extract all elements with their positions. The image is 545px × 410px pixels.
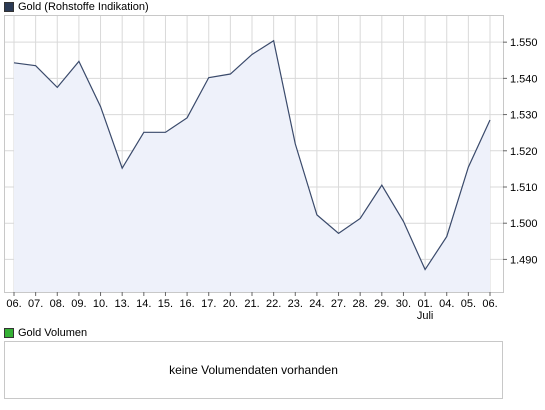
chart-frame	[4, 15, 504, 293]
x-tick-label: 13.	[115, 298, 130, 310]
x-tick-label: 06.	[482, 298, 497, 310]
x-tick-label: 21.	[244, 298, 259, 310]
chart-ticks: 1.490 1.500 1.510 1.520 1.530 1.540 1.550 06. 07…	[6, 37, 537, 322]
x-tick-label: 14.	[136, 298, 151, 310]
x-tick-label: 15.	[158, 298, 173, 310]
price-legend: Gold (Rohstoffe Indikation)	[4, 0, 149, 14]
x-tick-label: 22.	[266, 298, 281, 310]
x-tick-label: 24.	[309, 298, 324, 310]
price-legend-swatch	[4, 2, 14, 12]
x-tick-label: 08.	[50, 298, 65, 310]
x-tick-label: 23.	[288, 298, 303, 310]
price-legend-label: Gold (Rohstoffe Indikation)	[18, 1, 149, 13]
price-area-fill	[14, 40, 490, 292]
y-tick-label: 1.540	[510, 73, 538, 85]
x-tick-label: 01.	[417, 298, 432, 310]
volume-empty-message: keine Volumendaten vorhanden	[169, 363, 338, 377]
volume-panel: keine Volumendaten vorhanden	[4, 341, 503, 399]
y-tick-label: 1.490	[510, 254, 538, 266]
y-tick-label: 1.530	[510, 110, 538, 122]
plot-frame	[4, 15, 504, 293]
y-tick-label: 1.510	[510, 182, 538, 194]
volume-legend-swatch	[4, 328, 14, 338]
y-tick-label: 1.520	[510, 146, 538, 158]
x-tick-label: 06.	[6, 298, 21, 310]
volume-legend: Gold Volumen	[4, 326, 87, 340]
x-tick-label: 27.	[331, 298, 346, 310]
x-tick-label: 30.	[396, 298, 411, 310]
x-tick-label: 04.	[439, 298, 454, 310]
chart-area-layer	[13, 39, 491, 292]
y-tick-label: 1.550	[510, 37, 538, 49]
x-tick-label: 07.	[28, 298, 43, 310]
price-line	[13, 39, 491, 271]
x-tick-label: 05.	[461, 298, 476, 310]
x-month-label: Juli	[417, 310, 434, 322]
x-tick-label: 10.	[93, 298, 108, 310]
x-tick-label: 17.	[201, 298, 216, 310]
x-tick-label: 16.	[179, 298, 194, 310]
volume-legend-label: Gold Volumen	[18, 327, 88, 339]
x-tick-label: 09.	[71, 298, 86, 310]
x-tick-label: 28.	[353, 298, 368, 310]
x-tick-label: 20.	[223, 298, 238, 310]
x-tick-label: 29.	[374, 298, 389, 310]
y-tick-label: 1.500	[510, 218, 538, 230]
